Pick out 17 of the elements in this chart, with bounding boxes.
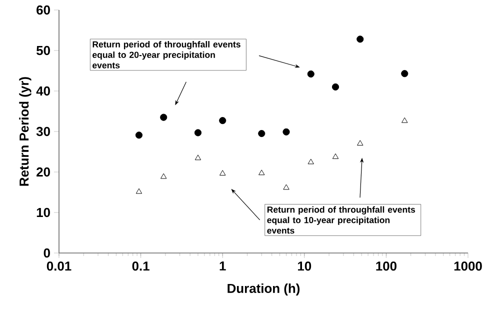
x-tick-label: 0.01 [46, 262, 72, 271]
y-tick-label: 60 [36, 5, 50, 15]
y-tick-label: 0 [44, 248, 50, 258]
x-axis-title: Duration (h) [228, 283, 300, 296]
x-tick-label: 1000 [454, 262, 482, 271]
x-tick-label: 100 [376, 262, 396, 271]
y-tick-label: 50 [36, 46, 50, 56]
y-tick-label: 10 [36, 208, 50, 218]
y-axis-title: Return Period (yr) [19, 77, 32, 186]
annotation: Return period of throughfall events equal to 20-year precipitation events [92, 41, 240, 68]
y-tick-label: 20 [36, 167, 50, 177]
y-tick-label: 30 [36, 126, 50, 136]
x-tick-label: 10 [298, 262, 312, 271]
annotation: Return period of throughfall events equal to 10-year precipitation events [267, 206, 416, 234]
x-tick-label: 0.1 [132, 262, 150, 271]
y-tick-label: 40 [36, 86, 50, 96]
x-tick-label: 1 [220, 262, 226, 270]
